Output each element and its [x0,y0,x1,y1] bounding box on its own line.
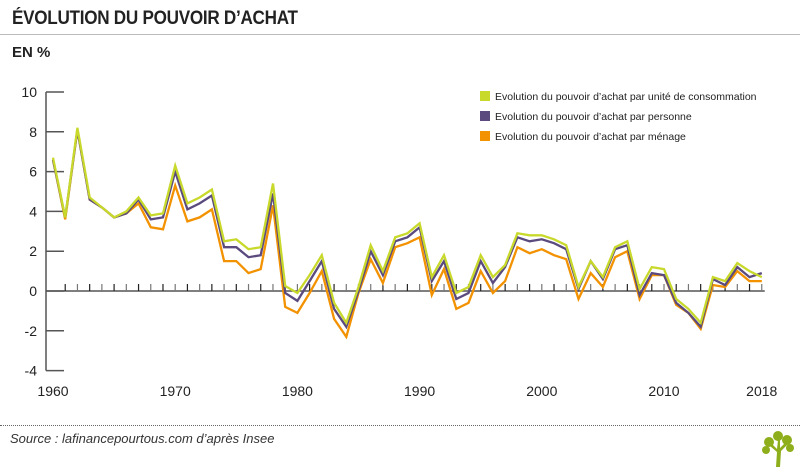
y-tick-label: -2 [25,323,38,339]
footer-divider [0,425,800,426]
legend-label: Evolution du pouvoir d’achat par ménage [495,131,686,143]
y-tick-label: 0 [29,283,37,299]
x-tick-label: 1980 [282,383,313,399]
title-divider [0,34,800,35]
legend-swatch [480,111,490,121]
legend-swatch [480,131,490,141]
y-tick-label: 2 [29,243,37,259]
legend-swatch [480,91,490,101]
legend-label: Evolution du pouvoir d’achat par unité d… [495,91,757,103]
legend-label: Evolution du pouvoir d’achat par personn… [495,111,692,123]
x-tick-label: 1960 [37,383,68,399]
y-tick-label: 10 [21,84,37,100]
page-title: ÉVOLUTION DU POUVOIR D’ACHAT [12,8,298,29]
x-tick-label: 1990 [404,383,435,399]
tree-logo-icon [762,431,794,467]
x-tick-label: 2018 [746,383,777,399]
x-tick-label: 2010 [648,383,679,399]
y-tick-label: -4 [25,363,38,379]
y-tick-label: 8 [29,124,37,140]
x-tick-label: 2000 [526,383,557,399]
x-tick-label: 1970 [160,383,191,399]
y-tick-label: 4 [29,203,37,219]
series-line-0 [51,127,763,326]
y-axis-unit: EN % [12,44,51,61]
source-note: Source : lafinancepourtous.com d’après I… [10,431,275,446]
line-chart: -4 -2 0 2 4 6 8 10 1960 1970 1980 1990 2000 2010 2018 E… [21,84,777,399]
y-tick-label: 6 [29,164,37,180]
